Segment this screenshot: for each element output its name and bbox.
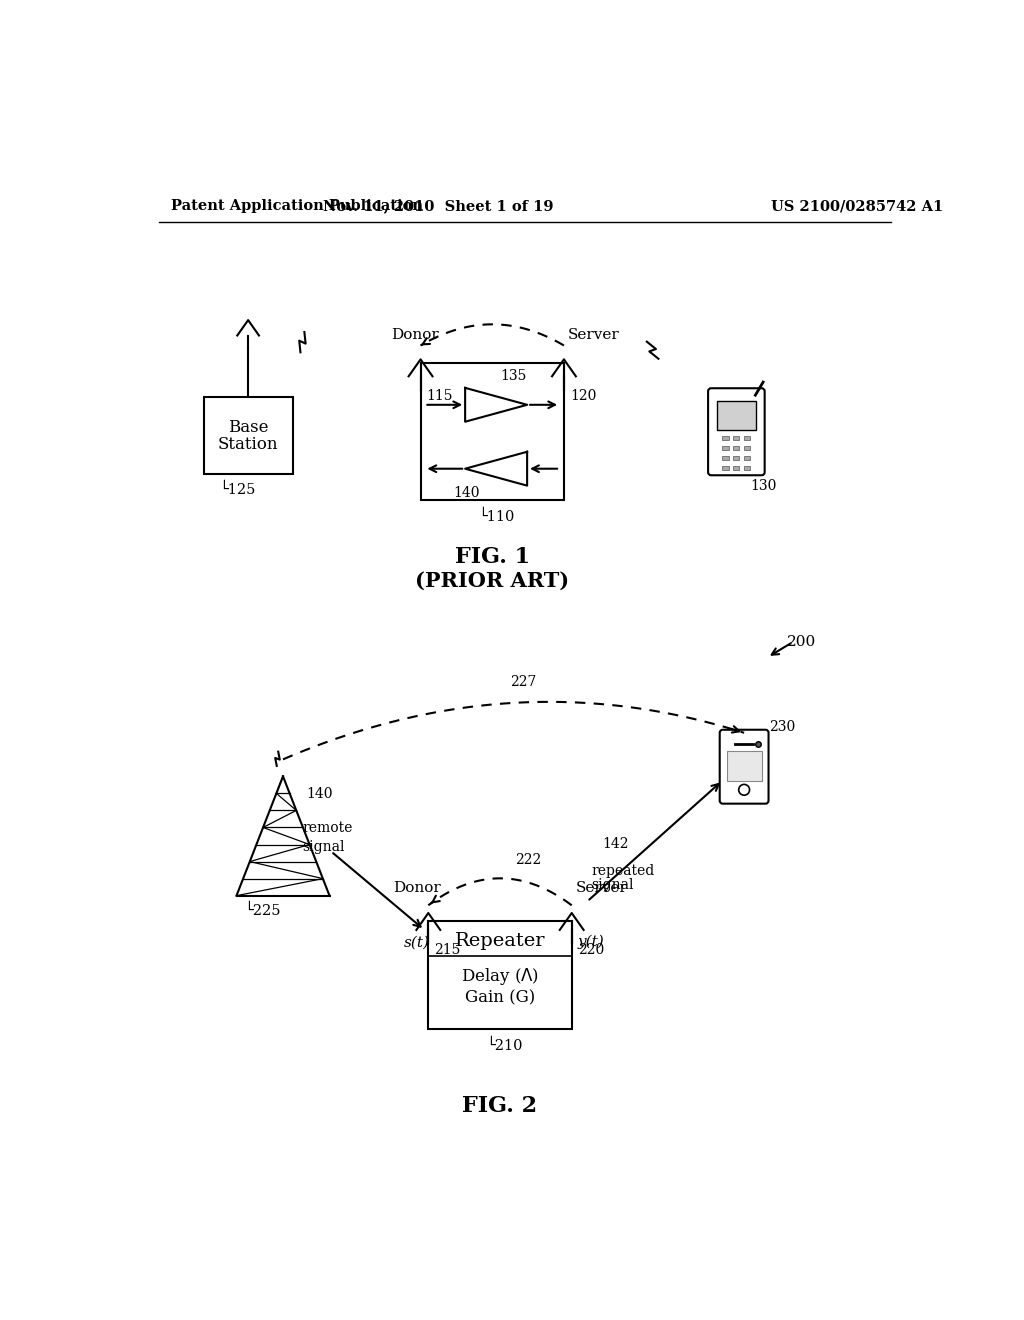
Bar — [733, 466, 739, 470]
Bar — [717, 400, 756, 430]
Bar — [733, 436, 739, 441]
Text: Nov. 11, 2010  Sheet 1 of 19: Nov. 11, 2010 Sheet 1 of 19 — [323, 199, 553, 213]
Text: 140: 140 — [454, 486, 480, 500]
Text: 130: 130 — [751, 479, 776, 492]
Text: Server: Server — [575, 882, 628, 895]
Text: Donor: Donor — [393, 882, 441, 895]
Text: 115: 115 — [427, 389, 454, 403]
Bar — [722, 466, 729, 470]
Text: remote: remote — [302, 821, 352, 836]
Text: 120: 120 — [570, 389, 597, 403]
Text: Base: Base — [228, 420, 268, 437]
Bar — [421, 363, 564, 500]
Text: 200: 200 — [786, 635, 816, 649]
Bar — [722, 436, 729, 441]
Text: (PRIOR ART): (PRIOR ART) — [415, 570, 569, 590]
Text: 142: 142 — [603, 837, 629, 850]
Bar — [744, 455, 751, 461]
Bar — [744, 466, 751, 470]
Text: Repeater: Repeater — [455, 932, 545, 949]
Text: 222: 222 — [515, 854, 542, 867]
Bar — [204, 397, 293, 474]
Text: Gain (G): Gain (G) — [465, 989, 536, 1006]
Text: 215: 215 — [434, 942, 461, 957]
Text: y(t): y(t) — [578, 935, 604, 949]
Bar — [733, 455, 739, 461]
Text: 230: 230 — [769, 719, 796, 734]
Bar — [722, 446, 729, 450]
Text: Station: Station — [218, 437, 279, 453]
Text: signal: signal — [302, 840, 345, 854]
Text: signal: signal — [591, 878, 634, 892]
Text: FIG. 1: FIG. 1 — [455, 546, 529, 568]
FancyBboxPatch shape — [708, 388, 765, 475]
Text: 227: 227 — [510, 675, 537, 689]
Text: └125: └125 — [219, 482, 255, 496]
Text: Patent Application Publication: Patent Application Publication — [171, 199, 423, 213]
Text: Donor: Donor — [391, 327, 439, 342]
Text: └225: └225 — [245, 904, 281, 919]
Text: US 2100/0285742 A1: US 2100/0285742 A1 — [771, 199, 943, 213]
Bar — [733, 446, 739, 450]
Bar — [428, 921, 571, 1028]
Text: 220: 220 — [578, 942, 604, 957]
Text: 135: 135 — [500, 368, 526, 383]
Bar — [727, 751, 762, 780]
Text: FIG. 2: FIG. 2 — [463, 1094, 538, 1117]
Bar — [722, 455, 729, 461]
Text: └210: └210 — [486, 1039, 522, 1052]
FancyBboxPatch shape — [720, 730, 769, 804]
Text: Delay ($\Lambda$): Delay ($\Lambda$) — [461, 966, 539, 986]
Text: s(t): s(t) — [403, 936, 429, 949]
Text: 140: 140 — [306, 787, 333, 801]
Bar — [744, 436, 751, 441]
Text: └110: └110 — [478, 510, 515, 524]
Bar — [744, 446, 751, 450]
Text: Server: Server — [568, 327, 620, 342]
Text: repeated: repeated — [591, 863, 654, 878]
